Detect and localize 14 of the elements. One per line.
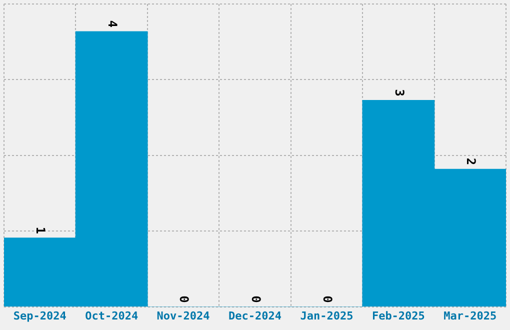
x-tick-label: Dec-2024 bbox=[228, 309, 282, 322]
data-label: 0 bbox=[320, 296, 335, 303]
x-tick-label: Nov-2024 bbox=[156, 309, 210, 322]
x-tick-label: Feb-2025 bbox=[372, 309, 425, 322]
x-tick-label: Mar-2025 bbox=[444, 309, 497, 322]
data-label: 4 bbox=[105, 20, 120, 28]
x-tick-label: Oct-2024 bbox=[85, 309, 138, 322]
data-label: 3 bbox=[392, 89, 406, 96]
data-label: 1 bbox=[34, 226, 48, 234]
data-label: 2 bbox=[464, 158, 478, 166]
x-tick-label: Sep-2024 bbox=[13, 309, 67, 322]
x-tick-label: Jan-2025 bbox=[300, 309, 354, 322]
data-label: 0 bbox=[248, 296, 263, 303]
data-label: 0 bbox=[177, 296, 192, 303]
